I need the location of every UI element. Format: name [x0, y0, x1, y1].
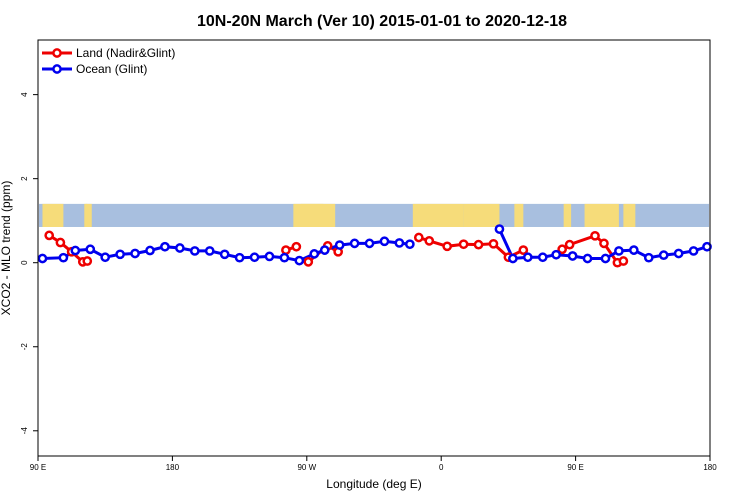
- data-point-1: [249, 252, 260, 263]
- data-point-1: [189, 246, 200, 256]
- data-point-1: [145, 245, 155, 256]
- data-point-1: [204, 246, 215, 256]
- data-point-0: [590, 230, 600, 241]
- y-axis: -4 -2 0 2 4: [20, 92, 38, 434]
- y-tick-label: 0: [20, 260, 29, 265]
- x-axis: 90 E 180 90 W 0 90 E 180: [30, 456, 717, 472]
- y-tick-label: 2: [20, 176, 29, 181]
- data-point-1: [567, 251, 578, 261]
- data-point-1: [508, 253, 518, 264]
- data-point-0: [458, 239, 469, 250]
- data-point-1: [614, 246, 624, 256]
- data-point-1: [85, 244, 96, 255]
- map-land: [563, 203, 572, 227]
- data-point-0: [44, 230, 55, 241]
- data-point-1: [115, 249, 125, 260]
- map-ocean: [39, 203, 709, 227]
- plot-frame: [37, 39, 711, 457]
- chart-title: 10N-20N March (Ver 10) 2015-01-01 to 202…: [197, 13, 567, 30]
- x-tick-label: 90 E: [30, 463, 46, 472]
- y-tick-label: 4: [20, 92, 29, 97]
- data-point-0: [55, 237, 66, 248]
- legend-marker: [52, 48, 62, 58]
- data-point-0: [564, 239, 575, 250]
- data-point-0: [618, 256, 629, 266]
- x-tick-label: 180: [703, 463, 717, 472]
- data-point-0: [599, 238, 609, 249]
- data-point-1: [643, 252, 654, 263]
- data-point-0: [303, 257, 314, 267]
- data-point-1: [37, 253, 48, 264]
- data-point-1: [702, 241, 712, 252]
- map-land: [463, 203, 500, 227]
- data-point-1: [130, 248, 140, 259]
- data-point-1: [100, 252, 111, 263]
- x-tick-label: 0: [439, 463, 444, 472]
- map-land: [315, 203, 324, 227]
- data-point-0: [442, 241, 453, 252]
- map-land: [412, 203, 464, 227]
- data-point-1: [234, 252, 245, 263]
- data-point-1: [688, 246, 699, 256]
- data-point-1: [319, 245, 330, 255]
- map-land: [42, 203, 64, 227]
- data-point-0: [413, 232, 424, 243]
- x-tick-label: 90 W: [297, 463, 316, 472]
- data-point-0: [291, 241, 302, 252]
- data-point-1: [658, 250, 669, 260]
- y-tick-label: -4: [20, 427, 29, 435]
- data-point-1: [364, 238, 375, 249]
- map-land: [584, 203, 619, 227]
- data-point-1: [334, 240, 345, 250]
- legend-marker: [52, 64, 62, 74]
- data-point-1: [294, 255, 305, 266]
- x-tick-label: 180: [166, 463, 180, 472]
- data-point-0: [424, 236, 435, 246]
- legend: Land (Nadir&Glint) Ocean (Glint): [42, 46, 175, 76]
- data-point-1: [309, 249, 320, 259]
- data-point-1: [279, 252, 290, 263]
- data-point-1: [70, 245, 81, 256]
- data-point-0: [557, 244, 568, 255]
- data-point-1: [379, 236, 390, 247]
- data-point-1: [522, 252, 533, 263]
- data-point-1: [600, 253, 611, 264]
- data-point-1: [219, 249, 230, 260]
- map-land: [514, 203, 524, 227]
- map-land: [85, 203, 92, 227]
- data-point-0: [488, 238, 499, 249]
- data-point-1: [551, 249, 562, 260]
- data-point-1: [537, 252, 548, 263]
- x-axis-label: Longitude (deg E): [326, 477, 421, 491]
- data-point-0: [518, 245, 529, 255]
- data-point-1: [394, 238, 405, 248]
- data-point-0: [281, 245, 291, 255]
- data-point-1: [349, 238, 360, 249]
- data-point-0: [473, 239, 484, 250]
- data-point-0: [82, 256, 93, 266]
- legend-label: Land (Nadir&Glint): [76, 46, 175, 60]
- y-tick-label: -2: [20, 343, 29, 351]
- data-point-1: [404, 239, 415, 250]
- data-point-1: [175, 243, 185, 253]
- data-point-1: [673, 248, 684, 259]
- y-axis-label: XCO2 - MLO trend (ppm): [0, 181, 13, 316]
- data-point-1: [264, 251, 275, 262]
- data-point-1: [628, 245, 639, 255]
- series-points: [37, 224, 712, 268]
- x-tick-label: 90 E: [567, 463, 583, 472]
- map-land: [623, 203, 636, 227]
- map-strip: [39, 203, 709, 227]
- data-point-1: [494, 224, 505, 234]
- data-point-1: [58, 252, 69, 263]
- legend-label: Ocean (Glint): [76, 62, 147, 76]
- data-point-1: [582, 253, 593, 264]
- data-point-1: [160, 241, 170, 252]
